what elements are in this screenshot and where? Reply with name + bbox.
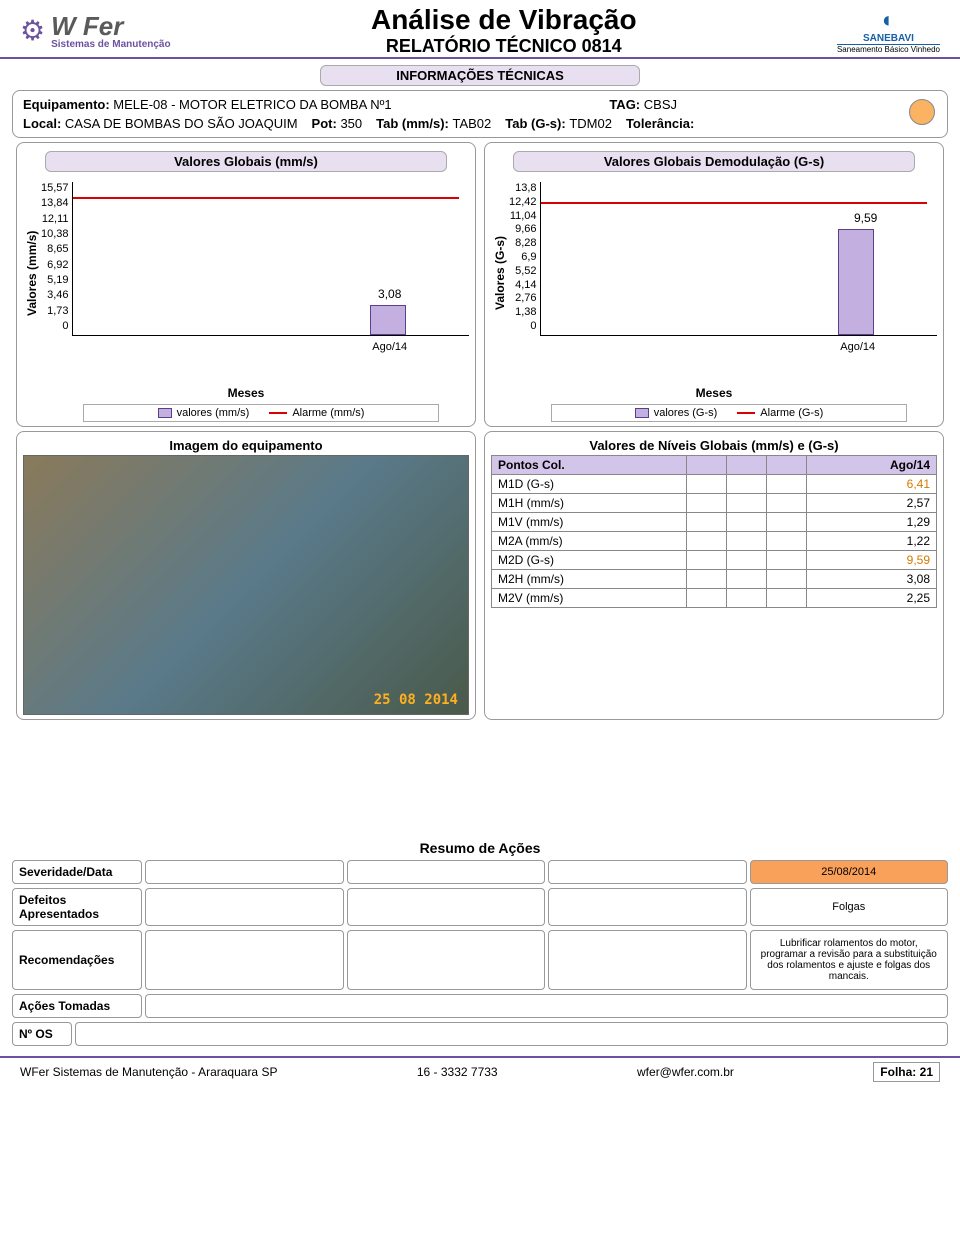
client-logo: ◐ SANEBAVI Saneamento Básico Vinhedo: [837, 7, 940, 54]
table-row: M1D (G-s)6,41: [492, 475, 937, 494]
defeitos-cell: [145, 888, 344, 926]
chart2-bar-label: 9,59: [854, 211, 877, 225]
chart1-ylabel: Valores (mm/s): [23, 178, 41, 368]
page-footer: WFer Sistemas de Manutenção - Araraquara…: [0, 1056, 960, 1086]
equipment-photo: 25 08 2014: [23, 455, 469, 715]
chart-gs: Valores Globais Demodulação (G-s) Valore…: [484, 142, 944, 427]
severity-label: Severidade/Data: [12, 860, 142, 884]
legend-line-icon: [737, 412, 755, 414]
values-table: Pontos Col. Ago/14 M1D (G-s)6,41M1H (mm/…: [491, 455, 937, 608]
chart1-xlabel: Meses: [23, 386, 469, 400]
chart1-bar: [370, 305, 406, 335]
chart1-plot: 3,08 Ago/14: [72, 182, 469, 336]
recom-cell: [548, 930, 747, 990]
chart1-legend: valores (mm/s) Alarme (mm/s): [83, 404, 439, 422]
folha-box: Folha: 21: [873, 1062, 940, 1082]
sev-cell: [347, 860, 546, 884]
col-header: Pontos Col.: [492, 456, 687, 475]
table-row: M1H (mm/s)2,57: [492, 494, 937, 513]
footer-company: WFer Sistemas de Manutenção - Araraquara…: [20, 1065, 277, 1079]
report-title: Análise de Vibração: [171, 4, 837, 36]
sev-cell: [145, 860, 344, 884]
section-info-title: INFORMAÇÕES TÉCNICAS: [320, 65, 640, 86]
footer-phone: 16 - 3332 7733: [417, 1065, 498, 1079]
values-title: Valores de Níveis Globais (mm/s) e (G-s): [491, 436, 937, 455]
chart1-title: Valores Globais (mm/s): [45, 151, 446, 172]
recom-value: Lubrificar rolamentos do motor, programa…: [750, 930, 949, 990]
acoes-cell: [145, 994, 948, 1018]
report-header: ⚙ W Fer Sistemas de Manutenção Análise d…: [0, 0, 960, 59]
chart2-xlabel: Meses: [491, 386, 937, 400]
chart2-xtick: Ago/14: [840, 341, 875, 353]
recom-label: Recomendações: [12, 930, 142, 990]
report-subtitle: RELATÓRIO TÉCNICO 0814: [171, 36, 837, 57]
defeitos-cell: [347, 888, 546, 926]
legend-line-icon: [269, 412, 287, 414]
status-indicator: [909, 99, 935, 125]
sev-date-cell: 25/08/2014: [750, 860, 949, 884]
date-header: Ago/14: [807, 456, 937, 475]
footer-email: wfer@wfer.com.br: [637, 1065, 734, 1079]
gear-icon: ⚙: [20, 14, 45, 47]
chart1-alarm-line: [73, 197, 459, 199]
os-cell: [75, 1022, 948, 1046]
info-box: Equipamento: MELE-08 - MOTOR ELETRICO DA…: [12, 90, 948, 138]
os-label: Nº OS: [12, 1022, 72, 1046]
values-panel: Valores de Níveis Globais (mm/s) e (G-s)…: [484, 431, 944, 720]
chart-mms: Valores Globais (mm/s) Valores (mm/s) 15…: [16, 142, 476, 427]
company-name: W Fer: [51, 11, 123, 41]
sev-cell: [548, 860, 747, 884]
table-row: M2D (G-s)9,59: [492, 551, 937, 570]
table-row: M2H (mm/s)3,08: [492, 570, 937, 589]
logo-left: ⚙ W Fer Sistemas de Manutenção: [20, 11, 171, 50]
table-row: M1V (mm/s)1,29: [492, 513, 937, 532]
chart1-bar-label: 3,08: [378, 287, 401, 301]
defeitos-cell: [548, 888, 747, 926]
equipment-image-panel: Imagem do equipamento 25 08 2014: [16, 431, 476, 720]
chart2-ylabel: Valores (G-s): [491, 178, 509, 368]
chart1-yticks: 15,5713,84 12,1110,38 8,656,92 5,193,46 …: [41, 182, 72, 332]
photo-date: 25 08 2014: [374, 692, 458, 708]
acoes-label: Ações Tomadas: [12, 994, 142, 1018]
legend-box-icon: [635, 408, 649, 418]
chart2-legend: valores (G-s) Alarme (G-s): [551, 404, 907, 422]
chart1-xtick: Ago/14: [372, 341, 407, 353]
chart2-alarm-line: [541, 202, 927, 204]
table-row: M2V (mm/s)2,25: [492, 589, 937, 608]
chart2-plot: 9,59 Ago/14: [540, 182, 937, 336]
company-sub: Sistemas de Manutenção: [51, 39, 170, 50]
recom-cell: [145, 930, 344, 990]
defeitos-label: Defeitos Apresentados: [12, 888, 142, 926]
image-title: Imagem do equipamento: [23, 436, 469, 455]
recom-cell: [347, 930, 546, 990]
chart2-bar: [838, 229, 874, 335]
legend-box-icon: [158, 408, 172, 418]
chart2-title: Valores Globais Demodulação (G-s): [513, 151, 914, 172]
resumo-title: Resumo de Ações: [0, 840, 960, 856]
chart2-yticks: 13,812,42 11,049,66 8,286,9 5,524,14 2,7…: [509, 182, 540, 332]
table-row: M2A (mm/s)1,22: [492, 532, 937, 551]
defeitos-value: Folgas: [750, 888, 949, 926]
